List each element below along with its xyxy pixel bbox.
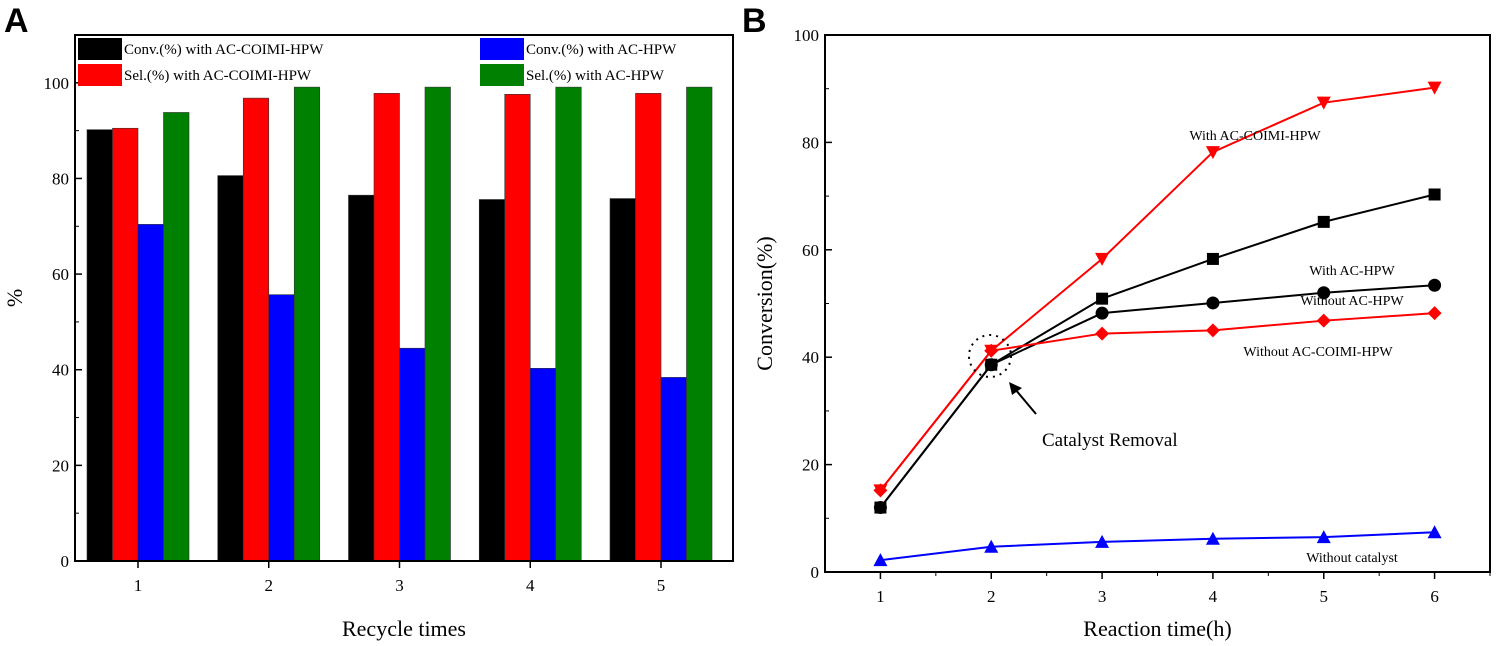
series-label: With AC-HPW xyxy=(1309,264,1395,279)
y-tick-label: 0 xyxy=(811,563,820,582)
marker-triangle-up xyxy=(1427,525,1442,539)
marker-square xyxy=(1096,292,1109,305)
line-chart-conversion: 0 20 40 60 80 100 1 2 3 4 5 6 Reaction time(h) Conver… xyxy=(752,26,1491,641)
series-label: Without catalyst xyxy=(1306,551,1398,566)
marker-circle xyxy=(1206,296,1220,310)
marker-triangle-down xyxy=(1205,146,1220,160)
bar-2-1 xyxy=(112,127,139,562)
plot-frame xyxy=(74,34,734,562)
y-axis-title: % xyxy=(2,289,27,307)
marker-circle xyxy=(1095,306,1109,320)
x-tick-label: 6 xyxy=(1430,587,1439,606)
marker-square xyxy=(1317,215,1330,228)
y-tick-label: 100 xyxy=(44,74,70,93)
x-tick-label: 2 xyxy=(265,576,274,595)
series-label: With AC-COIMI-HPW xyxy=(1189,129,1321,144)
marker-square xyxy=(1428,188,1441,201)
legend-label: Sel.(%) with AC-COIMI-HPW xyxy=(124,68,312,84)
marker-circle xyxy=(984,358,998,372)
x-tick-label: 3 xyxy=(1098,587,1107,606)
catalyst-removal-circle xyxy=(968,334,1012,378)
marker-triangle-up xyxy=(1316,530,1331,544)
panel-label-a: A xyxy=(4,2,29,40)
bar-2-4 xyxy=(504,93,531,562)
bar-3-4 xyxy=(529,367,557,562)
y-tick-label: 40 xyxy=(52,361,69,380)
bar-1-5 xyxy=(609,198,636,562)
bar-3-1 xyxy=(137,224,164,562)
marker-triangle-up xyxy=(873,553,888,567)
y-tick-label: 80 xyxy=(802,133,819,152)
series-line-5 xyxy=(880,531,1435,562)
series-label: Without AC-COIMI-HPW xyxy=(1243,345,1393,360)
annotation-arrow xyxy=(1014,388,1037,415)
panel-label-b: B xyxy=(742,2,767,40)
y-tick-label: 100 xyxy=(794,26,820,45)
marker-diamond xyxy=(1095,326,1110,341)
x-tick-label: 3 xyxy=(395,576,404,595)
x-tick-label: 1 xyxy=(134,576,143,595)
y-tick-label: 20 xyxy=(802,456,819,475)
y-tick-label: 40 xyxy=(802,348,819,367)
bar-2-3 xyxy=(373,93,400,562)
legend-swatch xyxy=(78,64,122,86)
series-line-3 xyxy=(879,284,1435,509)
marker-diamond xyxy=(1205,323,1220,338)
bar-3-3 xyxy=(399,347,426,562)
marker-triangle-up xyxy=(984,539,999,553)
x-tick-label: 2 xyxy=(987,587,996,606)
marker-triangle-down xyxy=(1095,252,1110,266)
bar-4-4 xyxy=(555,86,582,562)
legend-swatch xyxy=(480,38,524,60)
bar-1-3 xyxy=(348,194,375,562)
series-label: Without AC-HPW xyxy=(1300,294,1404,309)
bar-1-2 xyxy=(217,175,244,562)
x-axis-title: Recycle times xyxy=(342,616,466,641)
bar-chart-recycle: 0 20 40 60 80 100 1 2 3 4 5 Recycle times% Conv.(%) … xyxy=(2,34,734,641)
bar-4-5 xyxy=(686,86,713,562)
marker-triangle-down xyxy=(1427,81,1442,95)
series-line-4 xyxy=(879,312,1435,491)
x-tick-label: 5 xyxy=(1320,587,1329,606)
y-axis-title: Conversion(%) xyxy=(752,236,777,370)
bar-1-4 xyxy=(478,199,506,562)
marker-diamond xyxy=(1316,313,1331,328)
marker-diamond xyxy=(1427,306,1442,321)
y-tick-label: 0 xyxy=(61,552,70,571)
legend-swatch xyxy=(480,64,524,86)
marker-diamond xyxy=(873,483,888,498)
bar-4-3 xyxy=(424,86,451,562)
marker-triangle-up xyxy=(1205,531,1220,545)
bar-3-2 xyxy=(268,294,295,562)
x-tick-label: 4 xyxy=(526,576,535,595)
bar-1-1 xyxy=(86,129,113,562)
x-tick-label: 1 xyxy=(876,587,885,606)
marker-circle xyxy=(873,501,887,515)
bar-4-1 xyxy=(163,112,190,562)
marker-diamond xyxy=(984,343,999,358)
legend-swatch xyxy=(78,38,122,60)
x-tick-label: 5 xyxy=(657,576,666,595)
y-tick-label: 20 xyxy=(52,456,69,475)
marker-circle xyxy=(1428,278,1442,292)
bar-4-2 xyxy=(293,86,321,562)
legend-label: Conv.(%) with AC-COIMI-HPW xyxy=(124,42,324,58)
marker-square xyxy=(1206,252,1219,265)
y-tick-label: 60 xyxy=(802,241,819,260)
marker-triangle-down xyxy=(1316,96,1331,110)
marker-triangle-up xyxy=(1095,534,1110,548)
legend-label: Conv.(%) with AC-HPW xyxy=(526,42,677,58)
marker-circle xyxy=(1317,286,1331,300)
bar-3-5 xyxy=(660,377,687,562)
legend-label: Sel.(%) with AC-HPW xyxy=(526,68,665,84)
y-tick-label: 80 xyxy=(52,169,69,188)
bar-2-5 xyxy=(635,93,662,562)
bar-2-2 xyxy=(242,97,270,562)
x-tick-label: 4 xyxy=(1209,587,1218,606)
arrow-head-icon xyxy=(1009,382,1022,395)
annotation-label: Catalyst Removal xyxy=(1042,430,1178,451)
x-axis-title: Reaction time(h) xyxy=(1083,616,1231,641)
y-tick-label: 60 xyxy=(52,265,69,284)
